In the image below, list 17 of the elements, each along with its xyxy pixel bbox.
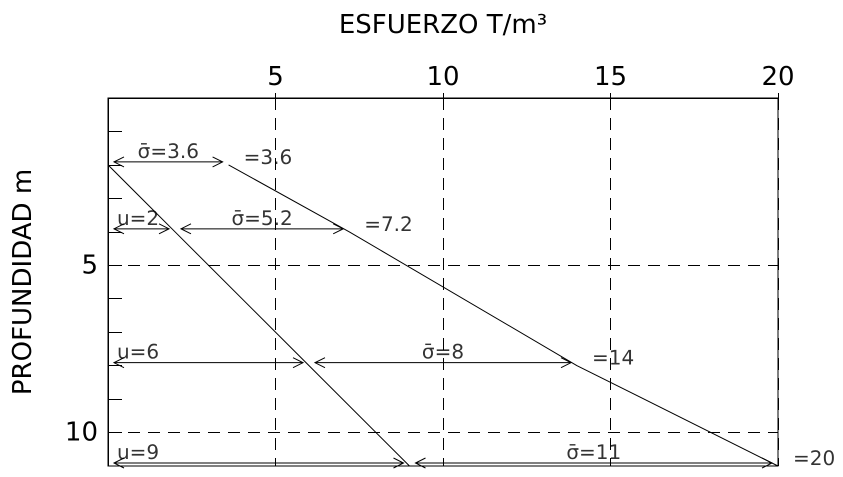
x-tick-label: 10 bbox=[426, 62, 460, 92]
annotation: σ̄=3.6 bbox=[138, 138, 199, 163]
annotation: u=2 bbox=[117, 206, 160, 230]
annotation: σ̄=8 bbox=[422, 340, 464, 364]
annotation: =14 bbox=[592, 346, 634, 370]
annotation: =3.6 bbox=[244, 144, 292, 169]
annotation: σ̄=11 bbox=[566, 440, 622, 464]
annotation: σ̄=5.2 bbox=[231, 206, 293, 230]
x-tick-label: 15 bbox=[594, 62, 628, 92]
annotation: u=9 bbox=[117, 440, 160, 464]
x-axis-title: ESFUERZO T/m³ bbox=[338, 10, 548, 40]
x-tick-label: 5 bbox=[267, 62, 284, 92]
y-axis-title: PROFUNDIDAD m bbox=[8, 168, 38, 396]
x-tick-label: 20 bbox=[761, 62, 795, 92]
annotation: =20 bbox=[793, 446, 836, 470]
annotation: u=6 bbox=[117, 340, 160, 364]
annotation: =7.2 bbox=[364, 212, 413, 236]
